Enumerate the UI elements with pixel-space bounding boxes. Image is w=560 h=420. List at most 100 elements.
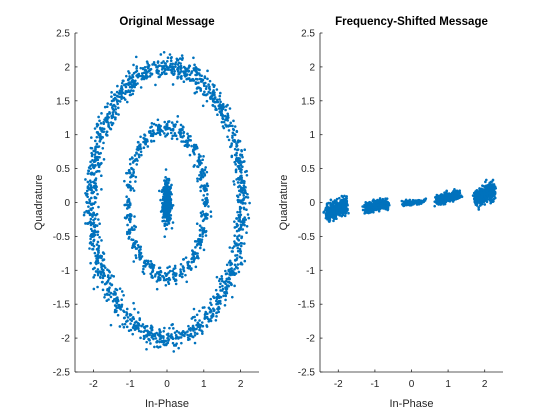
scatter-point <box>481 198 485 201</box>
scatter-point <box>117 92 121 95</box>
scatter-point <box>230 142 234 145</box>
scatter-point <box>217 310 221 314</box>
scatter-point <box>240 171 243 174</box>
scatter-point <box>139 86 143 89</box>
scatter-point <box>485 189 489 192</box>
scatter-point <box>132 89 135 93</box>
scatter-point <box>480 195 484 199</box>
scatter-point <box>198 228 202 232</box>
scatter-point <box>170 333 173 336</box>
scatter-point <box>101 280 104 284</box>
scatter-point <box>102 141 105 145</box>
scatter-point <box>409 201 412 205</box>
scatter-point <box>239 225 243 229</box>
scatter-point <box>192 329 195 332</box>
scatter-point <box>182 134 185 138</box>
scatter-point <box>232 119 235 123</box>
data-points <box>82 50 251 353</box>
scatter-point <box>236 181 240 184</box>
scatter-point <box>95 145 98 149</box>
scatter-point <box>109 323 113 327</box>
scatter-point <box>133 215 136 218</box>
scatter-point <box>164 168 168 171</box>
scatter-point <box>188 79 192 82</box>
scatter-point <box>115 112 118 116</box>
scatter-point <box>328 214 332 217</box>
scatter-point <box>88 212 92 216</box>
scatter-point <box>442 201 446 205</box>
scatter-point <box>236 165 240 168</box>
scatter-point <box>492 186 496 189</box>
scatter-point <box>97 145 101 148</box>
scatter-point <box>132 242 136 245</box>
scatter-point <box>152 60 156 64</box>
scatter-point <box>167 193 170 197</box>
scatter-point <box>115 301 119 305</box>
scatter-point <box>236 148 239 152</box>
scatter-point <box>91 206 95 210</box>
scatter-point <box>128 231 132 234</box>
scatter-point <box>171 62 175 66</box>
scatter-point <box>116 298 120 301</box>
scatter-point <box>115 90 119 94</box>
scatter-point <box>192 151 196 154</box>
scatter-point <box>232 180 235 183</box>
scatter-point <box>188 153 192 157</box>
scatter-point <box>225 263 229 267</box>
scatter-point <box>125 313 128 317</box>
scatter-point <box>446 193 449 197</box>
scatter-point <box>327 209 330 213</box>
scatter-point <box>205 85 208 88</box>
scatter-point <box>165 124 169 128</box>
scatter-point <box>92 185 95 189</box>
scatter-point <box>165 212 169 215</box>
scatter-point <box>376 201 380 204</box>
scatter-point <box>237 229 241 232</box>
scatter-point <box>165 199 169 203</box>
scatter-point <box>179 132 183 135</box>
scatter-point <box>156 61 160 64</box>
scatter-point <box>97 165 101 169</box>
scatter-point <box>137 329 141 333</box>
scatter-point <box>146 145 150 148</box>
scatter-point <box>174 282 178 286</box>
scatter-point <box>433 204 436 208</box>
scatter-point <box>240 235 244 239</box>
scatter-point <box>187 69 191 73</box>
scatter-point <box>193 331 197 334</box>
scatter-point <box>94 178 97 182</box>
scatter-point <box>90 136 93 139</box>
scatter-point <box>343 214 347 218</box>
scatter-point <box>97 218 100 221</box>
scatter-point <box>134 180 137 183</box>
scatter-point <box>142 325 146 329</box>
scatter-point <box>198 234 202 238</box>
scatter-point <box>148 75 152 78</box>
scatter-point <box>228 246 232 249</box>
y-tick-label: -0.5 <box>53 232 71 243</box>
scatter-point <box>237 213 240 217</box>
scatter-point <box>239 261 243 265</box>
scatter-point <box>163 222 167 226</box>
scatter-point <box>111 107 115 111</box>
scatter-point <box>146 260 150 264</box>
scatter-point <box>103 293 107 296</box>
scatter-point <box>220 104 223 107</box>
scatter-point <box>150 140 153 143</box>
scatter-point <box>116 84 119 88</box>
scatter-point <box>372 203 376 206</box>
scatter-point <box>157 276 161 279</box>
scatter-point <box>239 251 242 255</box>
scatter-point <box>143 261 147 265</box>
scatter-point <box>198 161 202 164</box>
scatter-point <box>233 226 237 229</box>
scatter-point <box>123 316 126 320</box>
scatter-point <box>95 243 99 246</box>
scatter-point <box>199 177 203 181</box>
scatter-point <box>220 279 224 283</box>
scatter-point <box>159 125 162 128</box>
scatter-point <box>220 109 224 112</box>
scatter-point <box>82 213 86 217</box>
series-4 <box>471 178 498 211</box>
scatter-point <box>163 340 166 343</box>
